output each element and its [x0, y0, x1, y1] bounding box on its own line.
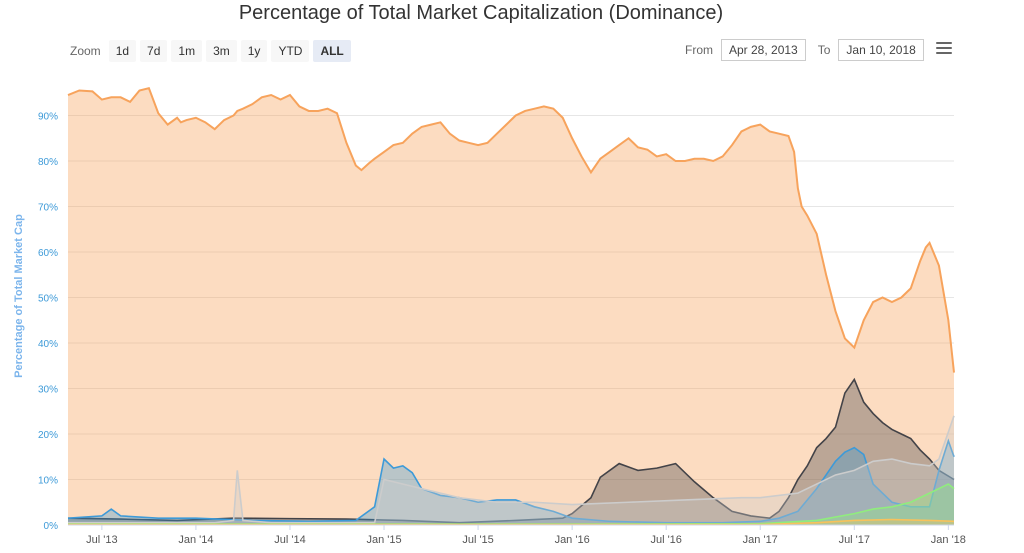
zoom-1m-button[interactable]: 1m — [171, 40, 203, 62]
series-area-5 — [68, 519, 954, 525]
series-line-2[interactable] — [67, 438, 955, 524]
series-area-0 — [68, 88, 954, 525]
series-line-3[interactable] — [68, 415, 955, 524]
y-tick-label: 40% — [38, 339, 58, 350]
to-date-input[interactable]: Jan 10, 2018 — [838, 39, 924, 61]
y-tick-label: 20% — [38, 430, 58, 441]
x-tick-label: Jul '16 — [650, 534, 681, 546]
chart-title: Percentage of Total Market Capitalizatio… — [238, 2, 724, 24]
x-tick-label: Jul '14 — [274, 534, 305, 546]
x-tick-label: Jan '17 — [743, 534, 778, 546]
y-tick-label: 30% — [38, 385, 58, 396]
y-tick-label: 90% — [38, 112, 58, 123]
y-tick-label: 50% — [38, 294, 58, 305]
x-tick-label: Jan '15 — [366, 534, 401, 546]
zoom-label: Zoom — [70, 44, 101, 58]
grid — [68, 115, 954, 526]
date-range: From Apr 28, 2013 To Jan 10, 2018 — [685, 39, 936, 61]
chart-svg: 0% 10% 20% 30% 40% 50% 60% 70% 80% 90% Jul '13 Jan… — [13, 87, 966, 546]
zoom-3m-button[interactable]: 3m — [206, 40, 237, 62]
x-tick-label: Jan '18 — [931, 534, 966, 546]
x-tick-label: Jan '16 — [555, 534, 590, 546]
y-axis: 0% 10% 20% 30% 40% 50% 60% 70% 80% 90% — [38, 112, 58, 533]
series-area-3 — [68, 415, 954, 525]
y-tick-label: 60% — [38, 248, 58, 259]
zoom-1y-button[interactable]: 1y — [240, 40, 268, 62]
y-axis-label: Percentage of Total Market Cap — [13, 214, 25, 378]
zoom-1d-button[interactable]: 1d — [108, 40, 137, 62]
x-tick-label: Jul '15 — [462, 534, 493, 546]
series-area-2 — [68, 440, 954, 525]
zoom-all-button[interactable]: ALL — [313, 40, 351, 62]
y-tick-label: 10% — [38, 476, 58, 487]
to-label: To — [817, 43, 831, 57]
x-tick-label: Jul '17 — [839, 534, 870, 546]
y-tick-label: 70% — [38, 203, 58, 214]
from-label: From — [685, 43, 713, 57]
from-date-input[interactable]: Apr 28, 2013 — [721, 39, 806, 61]
series-line-0[interactable] — [67, 87, 955, 373]
y-tick-label: 80% — [38, 157, 58, 168]
y-tick-label: 0% — [44, 521, 59, 532]
x-tick-label: Jan '14 — [178, 534, 213, 546]
zoom-7d-button[interactable]: 7d — [140, 40, 168, 62]
zoom-bar: Zoom 1d 7d 1m 3m 1y YTD ALL — [70, 40, 351, 62]
series-line-1[interactable] — [67, 377, 955, 524]
series-areas — [67, 87, 955, 526]
hamburger-menu-icon[interactable] — [936, 42, 952, 56]
zoom-ytd-button[interactable]: YTD — [271, 40, 310, 62]
x-axis: Jul '13 Jan '14 Jul '14 Jan '15 Jul '15 Jan '… — [68, 524, 966, 546]
x-tick-label: Jul '13 — [86, 534, 117, 546]
